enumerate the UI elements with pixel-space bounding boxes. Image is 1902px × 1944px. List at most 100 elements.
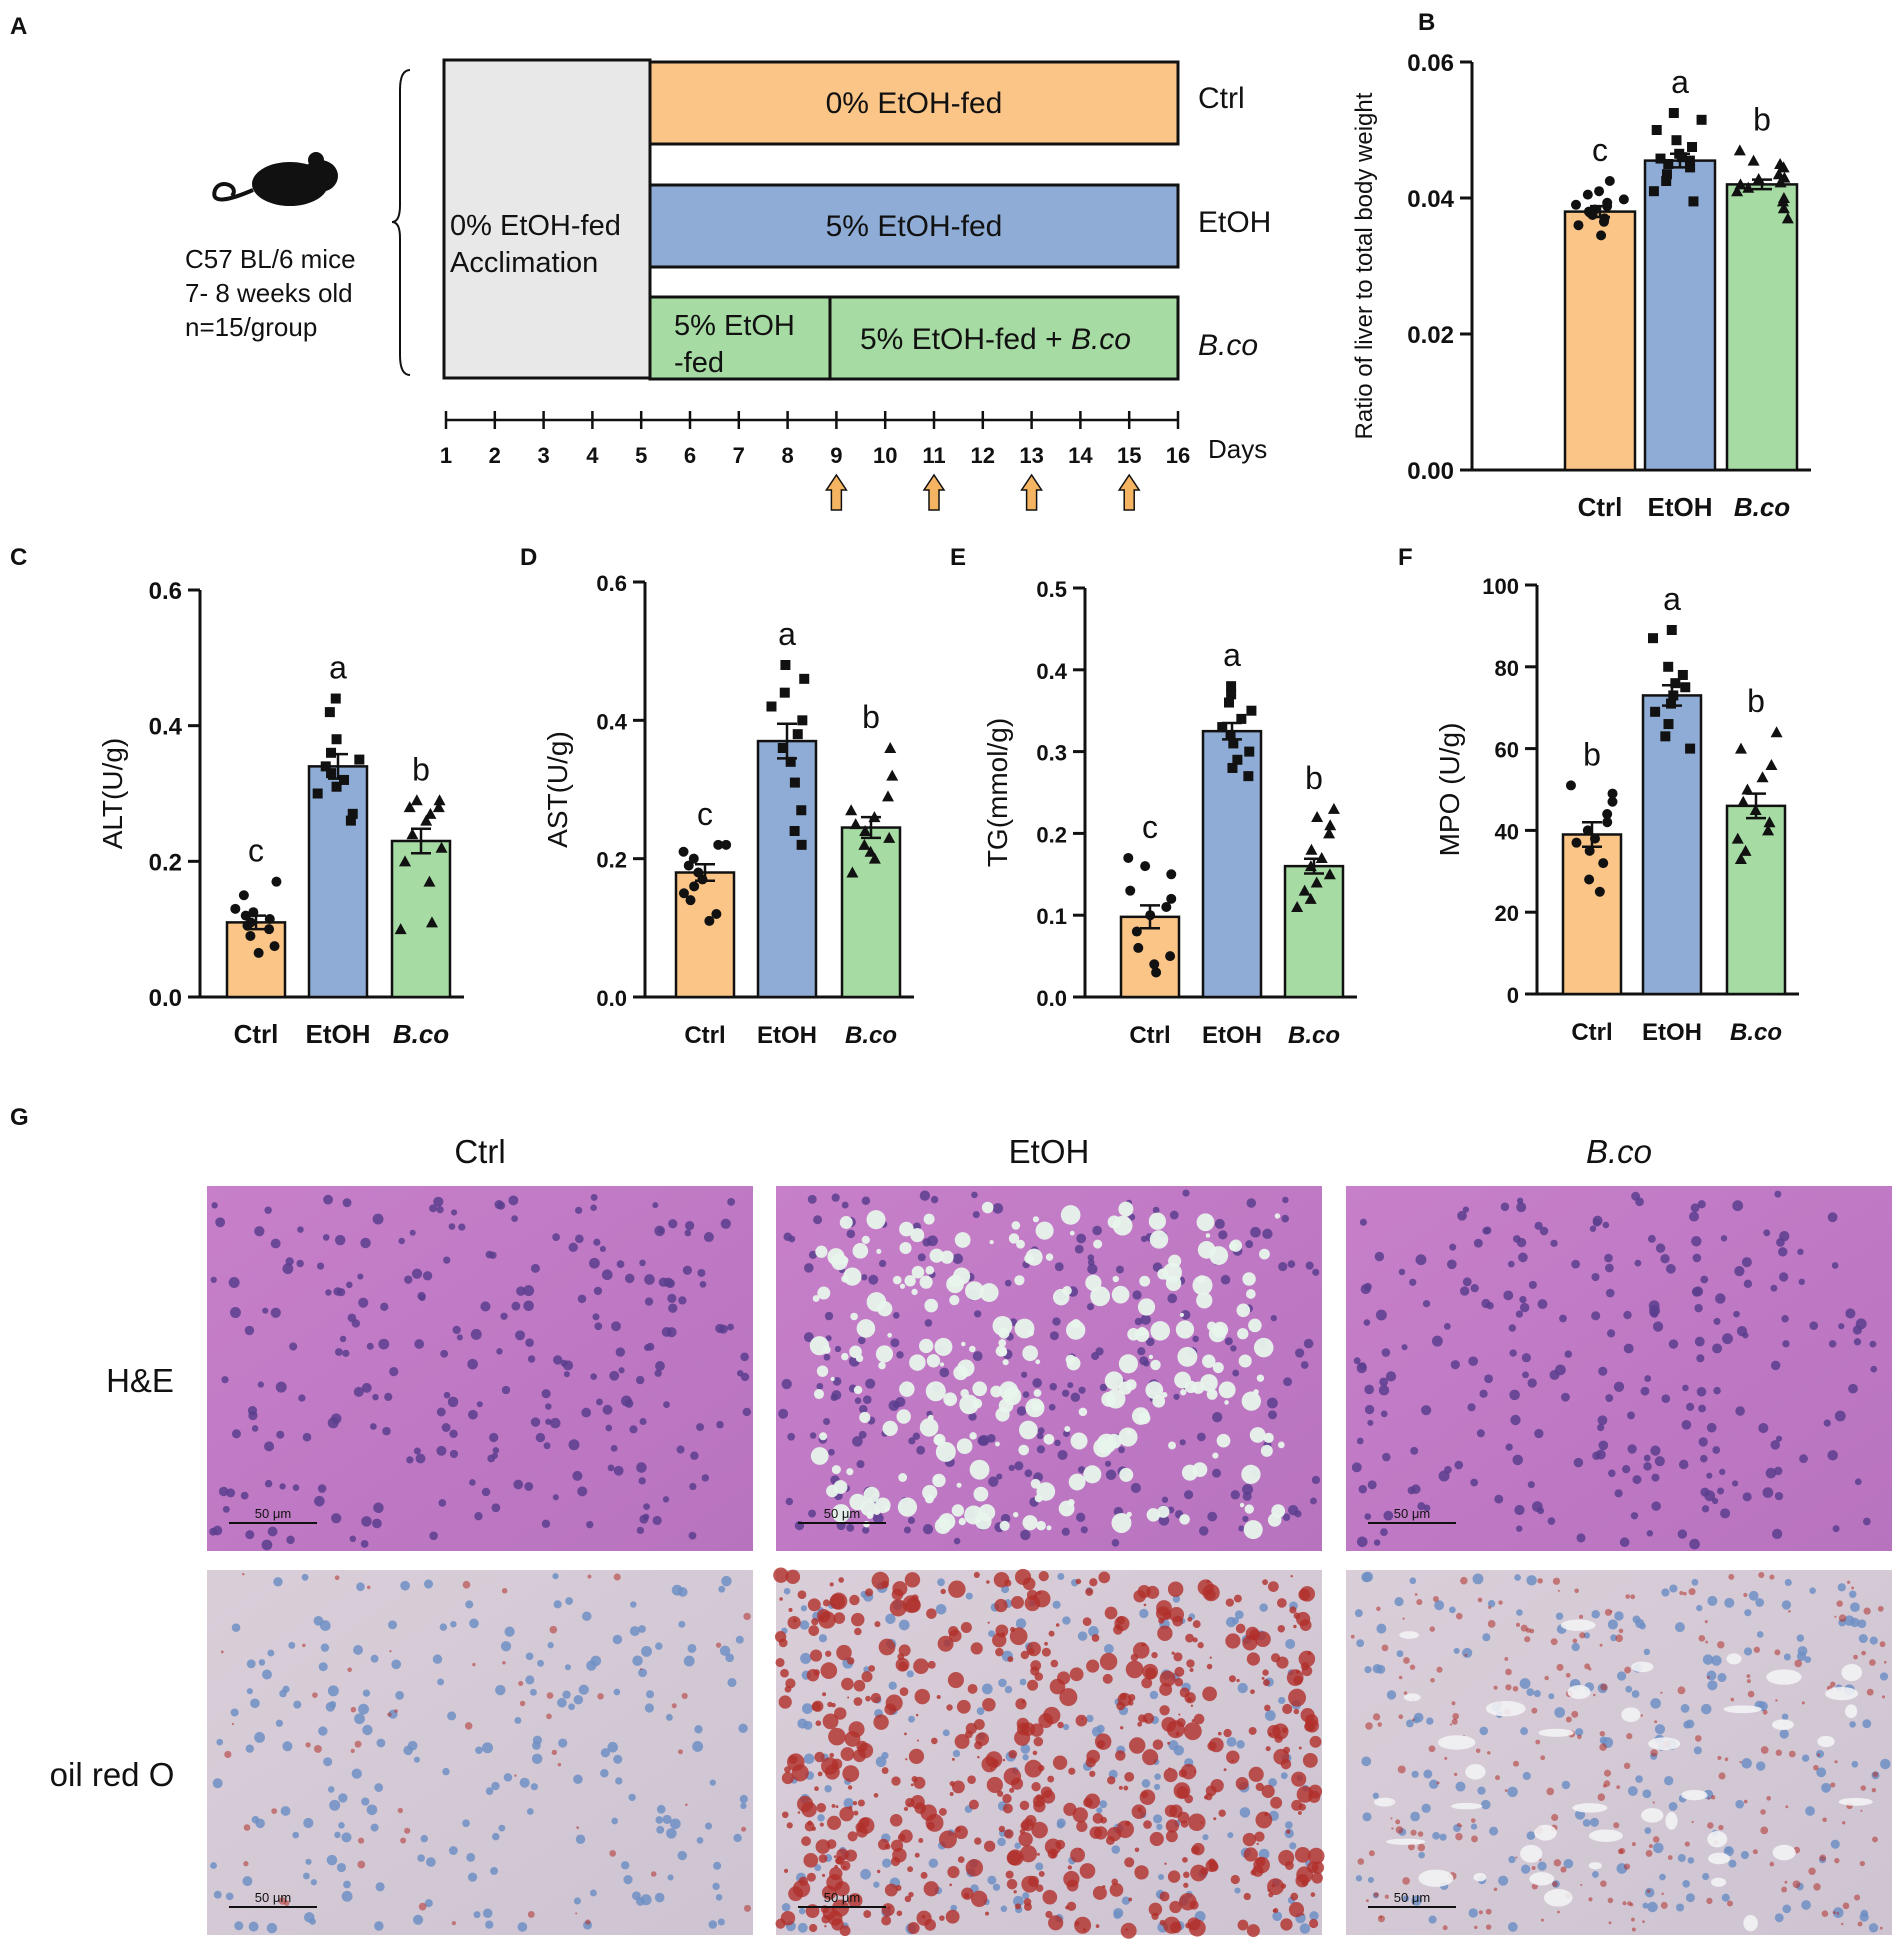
lipid-droplet [905, 1797, 915, 1808]
lipid-droplet [1572, 1638, 1578, 1644]
nucleus [1074, 1244, 1084, 1254]
sinusoid [1403, 1693, 1421, 1702]
lipid-droplet [1277, 1625, 1285, 1633]
nucleus [682, 1265, 693, 1275]
data-point [1650, 706, 1661, 717]
nucleus [1850, 1602, 1860, 1613]
nucleus [1776, 1435, 1783, 1442]
nucleus [1516, 1197, 1524, 1204]
nucleus [1668, 1339, 1679, 1349]
nucleus [1707, 1595, 1718, 1606]
nucleus [611, 1321, 621, 1332]
day-label: 16 [1166, 443, 1190, 468]
lipid-droplet [847, 1785, 853, 1790]
nucleus [601, 1269, 613, 1281]
lipid-droplet [1883, 1660, 1887, 1664]
lipid-droplet [1557, 1910, 1560, 1914]
lipid-droplet [973, 1719, 985, 1730]
lipid-droplet [575, 1912, 578, 1915]
nucleus [600, 1769, 609, 1778]
nucleus [687, 1643, 697, 1653]
lipid-droplet [1758, 1571, 1765, 1579]
lipid-droplet [1512, 1760, 1520, 1767]
lipid-droplet [1188, 1919, 1206, 1937]
nucleus [1563, 1858, 1574, 1869]
lipid-droplet [1250, 1689, 1255, 1695]
nucleus [413, 1756, 420, 1763]
nucleus [1651, 1501, 1661, 1511]
nucleus [1242, 1484, 1254, 1496]
lipid-droplet [1379, 1915, 1383, 1919]
lipid-droplet [801, 1836, 811, 1847]
nucleus [590, 1193, 598, 1201]
nucleus [1659, 1873, 1666, 1881]
mouse-info-line: C57 BL/6 mice [185, 244, 356, 274]
lipid-vacuole [1014, 1275, 1025, 1286]
nucleus [1537, 1299, 1548, 1310]
nucleus [1680, 1704, 1690, 1713]
column-header: EtOH [1009, 1133, 1090, 1170]
nucleus [245, 1744, 255, 1753]
lipid-droplet [918, 1837, 924, 1843]
data-point [1774, 158, 1787, 169]
data-point [264, 913, 275, 924]
lipid-droplet [1114, 1615, 1130, 1632]
nucleus [1717, 1673, 1727, 1683]
lipid-droplet [1236, 1678, 1240, 1683]
nucleus [639, 1514, 649, 1524]
lipid-droplet [1048, 1630, 1055, 1637]
nucleus [436, 1206, 444, 1214]
lipid-vacuole [1093, 1239, 1103, 1249]
nucleus [1591, 1311, 1601, 1321]
nucleus [1518, 1252, 1528, 1263]
nucleus [1057, 1449, 1068, 1460]
lipid-droplet [1524, 1636, 1531, 1643]
lipid-droplet [1278, 1849, 1295, 1866]
nucleus [1534, 1221, 1543, 1230]
lipid-droplet [1409, 1664, 1416, 1670]
lipid-droplet [1717, 1755, 1722, 1761]
lipid-droplet [1280, 1918, 1293, 1931]
nucleus [895, 1396, 906, 1407]
nucleus [1000, 1905, 1008, 1913]
lipid-droplet [404, 1827, 411, 1834]
bco-pre-text: -fed [674, 347, 724, 379]
lipid-vacuole [1137, 1298, 1156, 1316]
nucleus [1748, 1590, 1759, 1601]
lipid-droplet [1368, 1850, 1375, 1857]
nucleus [1743, 1279, 1753, 1289]
nucleus [1521, 1353, 1531, 1363]
lipid-droplet [1707, 1822, 1714, 1829]
nucleus [1809, 1587, 1816, 1594]
lipid-droplet [1577, 1734, 1582, 1740]
nucleus [1694, 1336, 1705, 1347]
nucleus [370, 1654, 379, 1663]
nucleus [1443, 1323, 1451, 1330]
lipid-droplet [1565, 1716, 1572, 1723]
nucleus [613, 1754, 623, 1764]
data-point [345, 815, 356, 826]
data-point [406, 828, 419, 840]
lipid-droplet [1165, 1819, 1180, 1833]
lipid-vacuole [812, 1295, 820, 1302]
lipid-droplet [1551, 1813, 1559, 1822]
lipid-droplet [1718, 1772, 1726, 1780]
lipid-droplet [1092, 1813, 1104, 1824]
data-point [1598, 858, 1609, 869]
lipid-droplet [853, 1810, 859, 1816]
nucleus [1686, 1402, 1695, 1411]
lipid-droplet [839, 1806, 854, 1822]
lipid-droplet [1095, 1924, 1100, 1928]
data-point [1310, 876, 1323, 888]
lipid-droplet [1640, 1714, 1643, 1717]
lipid-droplet [1398, 1675, 1403, 1680]
lipid-droplet [1694, 1735, 1702, 1742]
y-tick-label: 0.4 [596, 709, 627, 734]
lipid-droplet [546, 1713, 552, 1720]
sinusoid [1648, 1737, 1681, 1751]
nucleus [1402, 1895, 1410, 1902]
lipid-droplet [937, 1635, 954, 1652]
nucleus [210, 1862, 217, 1869]
nucleus [654, 1892, 665, 1903]
lipid-vacuole [964, 1505, 984, 1525]
